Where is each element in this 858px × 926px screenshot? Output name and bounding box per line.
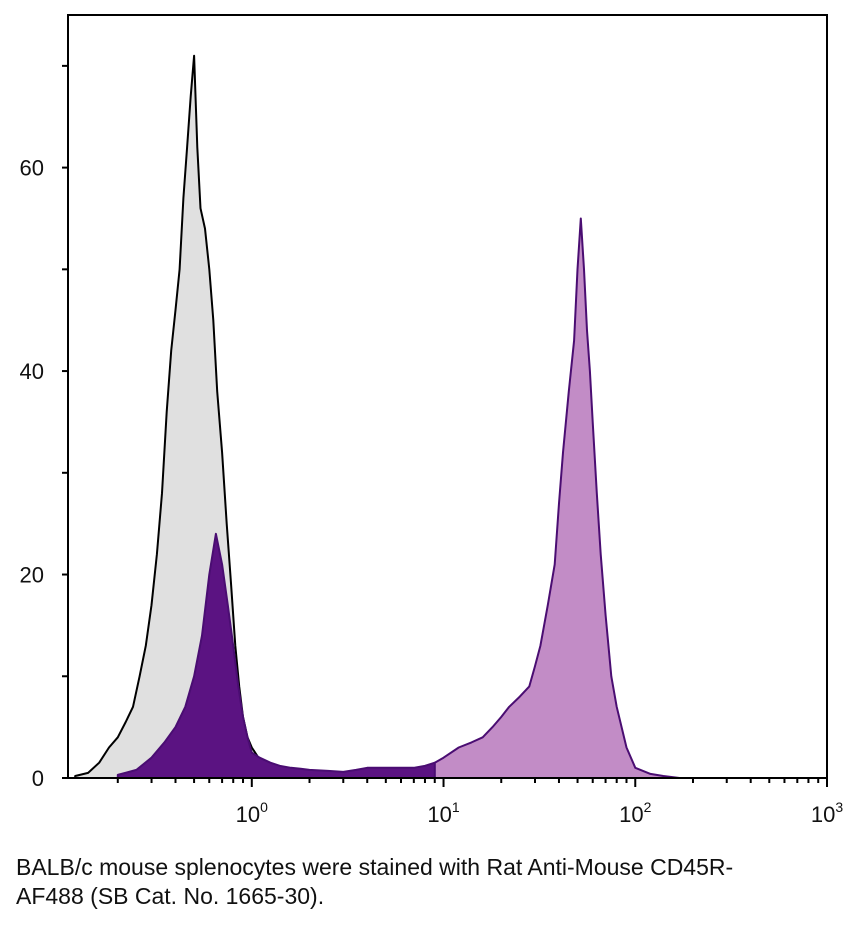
y-tick-label: 40 — [20, 359, 44, 384]
y-tick-label: 60 — [20, 156, 44, 181]
histogram-series-3 — [433, 217, 681, 779]
x-tick-label: 100 — [236, 799, 268, 827]
histogram-series-2 — [116, 532, 445, 779]
histogram-chart: 0 20 40 60 100 101 102 103 — [20, 14, 843, 827]
x-tick-label: 103 — [811, 799, 843, 827]
series-layer — [74, 54, 681, 779]
figure-caption: BALB/c mouse splenocytes were stained wi… — [16, 854, 734, 909]
x-axis: 100 101 102 103 — [116, 778, 843, 827]
x-tick-label: 101 — [427, 799, 459, 827]
y-axis: 0 20 40 60 — [20, 64, 68, 791]
y-tick-label: 0 — [32, 766, 44, 791]
plot-frame — [67, 14, 828, 779]
x-tick-label: 102 — [619, 799, 651, 827]
y-tick-label: 20 — [20, 563, 44, 588]
